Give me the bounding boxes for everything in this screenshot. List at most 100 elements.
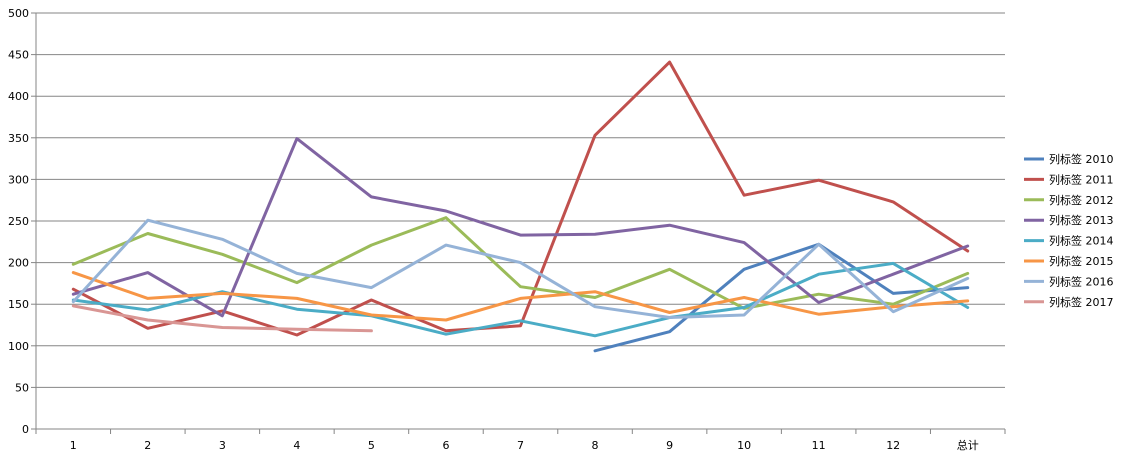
data-point [72, 293, 75, 296]
y-tick-label: 100 [8, 340, 29, 353]
legend-item: 列标签 2013 [1024, 213, 1114, 227]
data-point [519, 285, 522, 288]
data-point [966, 286, 969, 289]
data-point [817, 273, 820, 276]
data-point [594, 305, 597, 308]
data-point [221, 292, 224, 295]
legend-item: 列标签 2017 [1024, 295, 1114, 309]
data-point [444, 333, 447, 336]
data-point [72, 271, 75, 274]
series-2 [71, 216, 970, 310]
data-point [594, 290, 597, 293]
data-point [72, 304, 75, 307]
series-line [593, 242, 970, 353]
legend-item: 列标签 2015 [1024, 254, 1114, 268]
data-point [370, 314, 373, 317]
data-point [221, 314, 224, 317]
data-point [295, 333, 298, 336]
data-point [370, 329, 373, 332]
legend-label: 列标签 2010 [1049, 152, 1114, 166]
data-point [444, 319, 447, 322]
x-tick-label: 8 [592, 439, 599, 452]
data-point [444, 329, 447, 332]
series-6 [71, 218, 970, 319]
data-point [668, 268, 671, 271]
x-tick-label: 2 [144, 439, 151, 452]
data-point [743, 241, 746, 244]
y-tick-label: 300 [8, 173, 29, 186]
legend-label: 列标签 2015 [1049, 254, 1114, 268]
data-point [892, 305, 895, 308]
legend-label: 列标签 2016 [1049, 274, 1114, 288]
data-point [668, 224, 671, 227]
x-tick-label: 9 [666, 439, 673, 452]
legend-item: 列标签 2012 [1024, 193, 1114, 207]
data-point [966, 277, 969, 280]
data-point [966, 272, 969, 275]
legend-item: 列标签 2010 [1024, 152, 1114, 166]
series-5 [71, 271, 970, 322]
data-point [295, 272, 298, 275]
data-point [519, 234, 522, 237]
y-tick-label: 50 [15, 381, 29, 394]
data-point [594, 134, 597, 137]
data-point [817, 243, 820, 246]
y-tick-label: 200 [8, 257, 29, 270]
y-tick-label: 250 [8, 215, 29, 228]
series-0 [593, 242, 970, 353]
legend-label: 列标签 2012 [1049, 193, 1114, 207]
data-point [295, 308, 298, 311]
data-point [594, 233, 597, 236]
y-tick-label: 500 [8, 7, 29, 20]
data-point [966, 306, 969, 309]
data-point [146, 319, 149, 322]
data-point [966, 244, 969, 247]
y-tick-label: 150 [8, 298, 29, 311]
data-point [146, 271, 149, 274]
series-line [71, 60, 970, 337]
x-tick-label: 1 [70, 439, 77, 452]
data-point [817, 301, 820, 304]
data-point [519, 319, 522, 322]
data-point [444, 216, 447, 219]
data-point [519, 297, 522, 300]
data-point [370, 286, 373, 289]
x-tick-label: 5 [368, 439, 375, 452]
series-line [71, 216, 970, 310]
series-lines [71, 60, 970, 353]
data-point [892, 310, 895, 313]
x-tick-label: 4 [293, 439, 300, 452]
legend-label: 列标签 2011 [1049, 172, 1114, 186]
data-point [295, 137, 298, 140]
data-point [743, 194, 746, 197]
data-point [72, 263, 75, 266]
y-tick-label: 350 [8, 132, 29, 145]
y-tick-label: 0 [22, 423, 29, 436]
legend-label: 列标签 2014 [1049, 234, 1114, 248]
y-tick-label: 400 [8, 90, 29, 103]
data-point [594, 296, 597, 299]
data-point [594, 334, 597, 337]
x-tick-label: 总计 [957, 438, 979, 452]
data-point [892, 273, 895, 276]
data-point [146, 327, 149, 330]
data-point [146, 309, 149, 312]
data-point [668, 330, 671, 333]
series-line [71, 271, 970, 322]
data-point [743, 314, 746, 317]
data-point [221, 238, 224, 241]
legend-item: 列标签 2011 [1024, 172, 1114, 186]
data-point [295, 328, 298, 331]
gridlines [36, 12, 1005, 388]
legend-label: 列标签 2013 [1049, 213, 1114, 227]
data-point [817, 313, 820, 316]
data-point [221, 326, 224, 329]
data-point [892, 200, 895, 203]
series-3 [71, 137, 970, 318]
series-line [71, 261, 970, 338]
data-point [146, 232, 149, 235]
data-point [295, 281, 298, 284]
